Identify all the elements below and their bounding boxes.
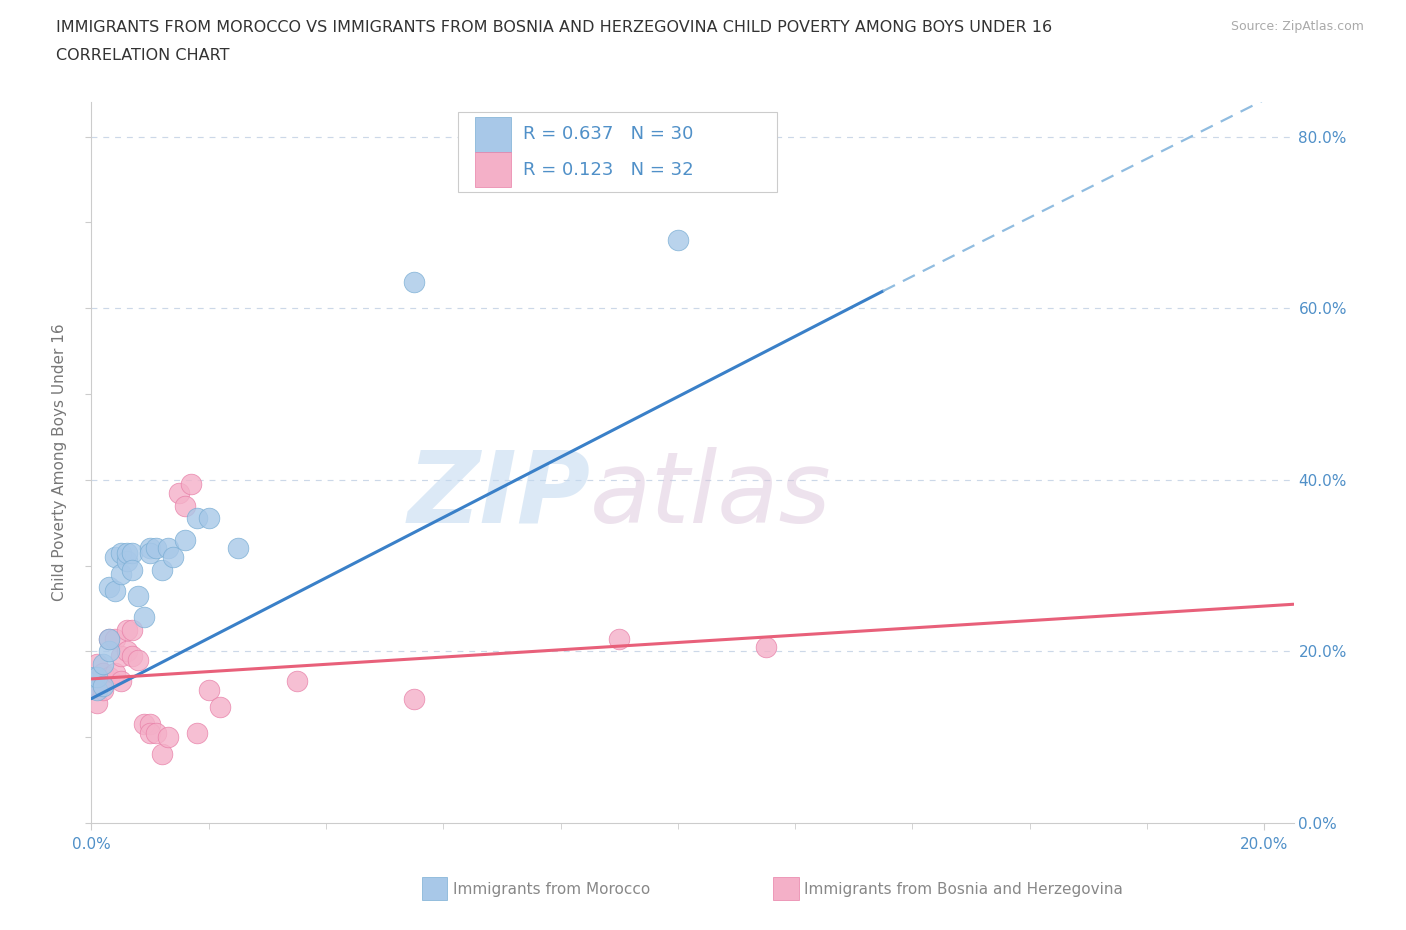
- Point: [91, 657, 114, 671]
- Text: CORRELATION CHART: CORRELATION CHART: [56, 48, 229, 63]
- Point: [98, 644, 121, 658]
- Point: [402, 275, 425, 290]
- Point: [98, 579, 121, 594]
- Y-axis label: Child Poverty Among Boys Under 16: Child Poverty Among Boys Under 16: [52, 324, 67, 602]
- Point: [121, 563, 143, 578]
- Point: [285, 674, 308, 689]
- Point: [115, 644, 138, 658]
- Point: [402, 691, 425, 706]
- Point: [83, 678, 105, 693]
- Text: Immigrants from Morocco: Immigrants from Morocco: [453, 882, 650, 897]
- Point: [115, 545, 138, 560]
- Bar: [458, 112, 776, 193]
- Point: [139, 545, 162, 560]
- Text: ZIP: ZIP: [408, 446, 591, 544]
- Point: [156, 730, 179, 745]
- Point: [86, 696, 108, 711]
- Text: R = 0.123   N = 32: R = 0.123 N = 32: [523, 161, 693, 179]
- Bar: [475, 117, 510, 152]
- Point: [115, 622, 138, 637]
- Point: [110, 566, 132, 581]
- Point: [127, 653, 149, 668]
- Point: [104, 584, 127, 599]
- Point: [139, 717, 162, 732]
- Point: [104, 631, 127, 646]
- Point: [139, 541, 162, 556]
- Point: [91, 678, 114, 693]
- Bar: [475, 153, 510, 187]
- Point: [86, 683, 108, 698]
- Point: [127, 589, 149, 604]
- Point: [197, 683, 219, 698]
- Point: [180, 477, 202, 492]
- Point: [145, 541, 167, 556]
- Point: [139, 725, 162, 740]
- Point: [156, 541, 179, 556]
- Point: [104, 666, 127, 681]
- Point: [755, 640, 778, 655]
- Point: [174, 533, 197, 548]
- Point: [121, 545, 143, 560]
- Point: [86, 657, 108, 671]
- Text: IMMIGRANTS FROM MOROCCO VS IMMIGRANTS FROM BOSNIA AND HERZEGOVINA CHILD POVERTY : IMMIGRANTS FROM MOROCCO VS IMMIGRANTS FR…: [56, 20, 1052, 35]
- Point: [91, 683, 114, 698]
- Point: [209, 699, 232, 714]
- Point: [115, 554, 138, 569]
- Point: [83, 670, 105, 684]
- Point: [145, 725, 167, 740]
- Point: [110, 648, 132, 663]
- Point: [110, 545, 132, 560]
- Point: [98, 670, 121, 684]
- Point: [121, 622, 143, 637]
- Point: [226, 541, 249, 556]
- Point: [607, 631, 630, 646]
- Point: [162, 550, 184, 565]
- Point: [98, 631, 121, 646]
- Point: [110, 674, 132, 689]
- Point: [86, 670, 108, 684]
- Point: [174, 498, 197, 513]
- Point: [197, 511, 219, 525]
- Point: [91, 666, 114, 681]
- Text: Immigrants from Bosnia and Herzegovina: Immigrants from Bosnia and Herzegovina: [804, 882, 1123, 897]
- Point: [104, 550, 127, 565]
- Point: [186, 511, 208, 525]
- Point: [134, 717, 156, 732]
- Text: R = 0.637   N = 30: R = 0.637 N = 30: [523, 126, 693, 143]
- Point: [121, 648, 143, 663]
- Point: [98, 631, 121, 646]
- Text: atlas: atlas: [591, 446, 832, 544]
- Point: [186, 725, 208, 740]
- Text: Source: ZipAtlas.com: Source: ZipAtlas.com: [1230, 20, 1364, 33]
- Point: [666, 232, 689, 247]
- Point: [150, 747, 173, 762]
- Point: [134, 610, 156, 625]
- Point: [169, 485, 191, 500]
- Point: [150, 563, 173, 578]
